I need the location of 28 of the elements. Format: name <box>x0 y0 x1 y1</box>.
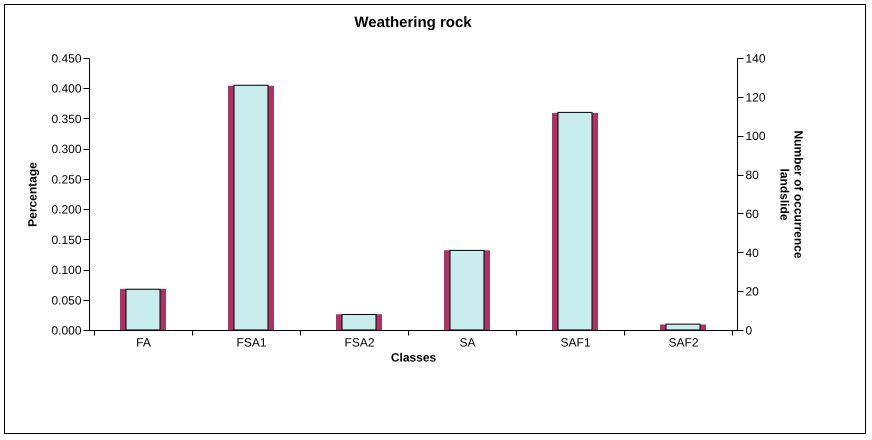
y2-tick-label: 120 <box>746 90 766 104</box>
y-tick-label: 0.300 <box>51 142 82 156</box>
y2-tick-label: 80 <box>746 168 760 182</box>
y2-tick-label: 140 <box>746 52 766 66</box>
y-tick-label: 0.150 <box>51 232 82 247</box>
x-tick-label: FSA1 <box>236 336 267 350</box>
chart-title: Weathering rock <box>354 14 472 31</box>
y-tick-label: 0.400 <box>51 82 82 96</box>
y-tick-label: 0.250 <box>51 172 82 186</box>
y2-tick-label: 60 <box>746 206 760 221</box>
y-tick-label: 0.100 <box>51 263 82 278</box>
y-tick-label: 0.350 <box>51 112 82 126</box>
y2-tick-label: 0 <box>746 324 752 338</box>
y2-axis-title: Number of occurrence landslide <box>778 130 806 259</box>
y2-tick-label: 100 <box>746 129 766 144</box>
x-tick-label: SAF1 <box>560 336 591 350</box>
x-tick-label: SA <box>459 336 476 350</box>
y-tick-label: 0.450 <box>51 52 82 66</box>
x-tick-label: SAF2 <box>668 336 699 350</box>
y-tick-label: 0.050 <box>51 293 82 308</box>
y-tick-label: 0.200 <box>51 202 82 217</box>
y-tick-label: 0.000 <box>51 324 82 338</box>
y2-tick-label: 40 <box>746 246 760 260</box>
x-tick-label: FA <box>136 336 151 350</box>
y2-tick-label: 20 <box>746 284 760 299</box>
x-axis-title: Classes <box>390 350 437 364</box>
y-axis-title: Percentage <box>25 162 40 227</box>
x-tick-label: FSA2 <box>344 336 375 350</box>
